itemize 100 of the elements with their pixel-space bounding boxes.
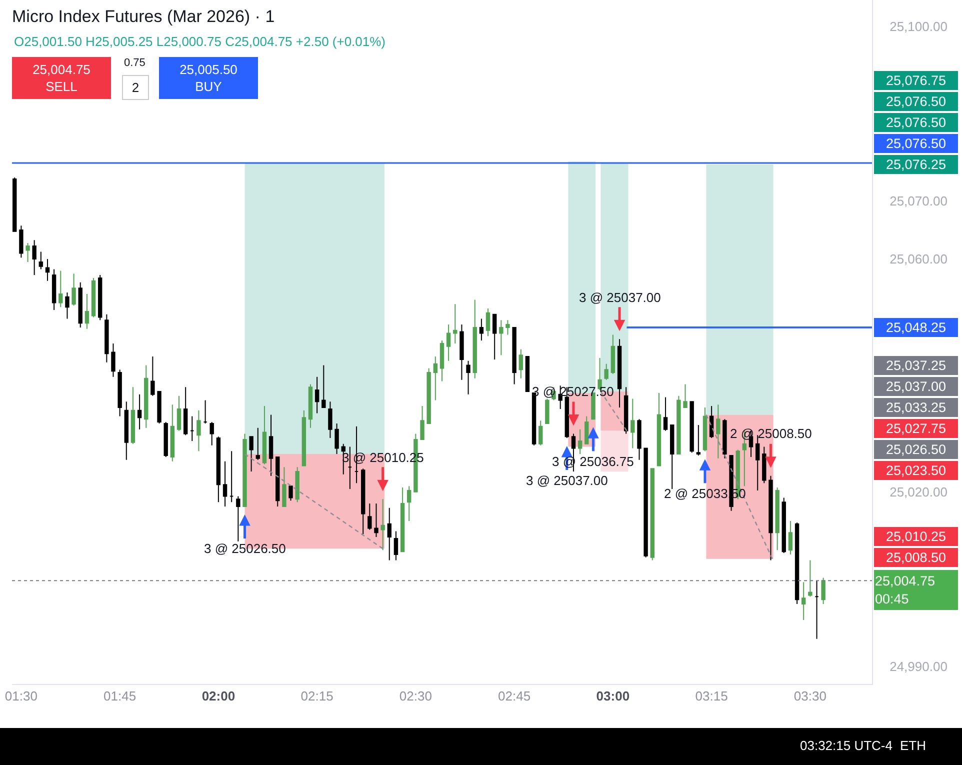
annotation: O25,001.50 H25,005.25 L25,000.75 C25,004.75 +2.50 (+0.01%) xyxy=(14,34,386,49)
candlestick xyxy=(222,460,228,507)
candlestick xyxy=(52,268,56,310)
candlestick xyxy=(610,334,616,375)
candlestick xyxy=(157,390,162,424)
candlestick xyxy=(775,487,780,551)
candlestick xyxy=(380,498,385,551)
text: 25,048.25 xyxy=(886,320,946,335)
candlestick xyxy=(676,395,681,455)
candlestick xyxy=(492,314,497,360)
x-tick-label: 02:15 xyxy=(300,688,334,704)
candlestick xyxy=(656,392,662,466)
text: 25,026.50 xyxy=(886,442,946,457)
text: 25,076.50 xyxy=(886,115,946,130)
candlestick xyxy=(288,486,293,502)
candlestick xyxy=(525,356,530,392)
candlestick xyxy=(690,401,694,454)
candlestick xyxy=(650,468,654,561)
candlestick xyxy=(150,356,155,396)
candlestick xyxy=(58,270,63,308)
candlestick xyxy=(236,496,240,542)
candlestick xyxy=(302,410,306,466)
candlestick xyxy=(472,299,477,379)
text: 25,033.25 xyxy=(886,400,946,415)
candlestick xyxy=(368,503,372,530)
candlestick xyxy=(137,394,142,430)
candlestick xyxy=(683,384,688,408)
candlestick xyxy=(256,427,260,460)
candlestick xyxy=(578,428,582,455)
y-tick-label: 25,100.00 xyxy=(890,18,948,34)
candlestick xyxy=(203,400,208,424)
candlestick xyxy=(144,364,148,428)
candlestick xyxy=(216,436,221,503)
candlestick xyxy=(104,314,109,363)
candlestick xyxy=(670,424,674,490)
candlestick xyxy=(124,401,129,460)
y-tick-label: 24,990.00 xyxy=(890,659,948,674)
candlestick xyxy=(821,577,826,604)
candlestick xyxy=(196,410,201,452)
candlestick xyxy=(328,401,332,439)
candlestick xyxy=(808,560,812,598)
candlestick xyxy=(183,386,188,436)
x-tick-label: 01:45 xyxy=(104,688,136,704)
candlestick xyxy=(762,446,766,484)
text: 25,008.50 xyxy=(886,550,946,565)
text: 25,027.75 xyxy=(886,421,946,436)
candlestick xyxy=(91,277,96,318)
text: 25,076.50 xyxy=(886,94,946,109)
candlestick xyxy=(190,416,194,442)
candlestick xyxy=(45,258,50,282)
candlestick xyxy=(164,422,168,458)
candlestick xyxy=(84,293,90,330)
candlestick xyxy=(387,507,392,561)
candlestick xyxy=(361,468,366,535)
candlestick xyxy=(604,363,608,380)
annotation: 25,004.75 SELL xyxy=(32,62,90,94)
candlestick xyxy=(262,406,267,465)
candlestick xyxy=(538,420,543,446)
candlestick xyxy=(276,456,280,507)
x-tick-label: 02:45 xyxy=(498,688,531,704)
annotation: 25,005.50 BUY xyxy=(180,62,238,94)
text: ETH xyxy=(900,738,926,753)
candlestick xyxy=(65,292,70,320)
text: 25,023.50 xyxy=(886,463,946,478)
candlestick xyxy=(374,503,378,538)
candlestick xyxy=(814,580,819,640)
candlestick xyxy=(460,324,464,380)
candlestick xyxy=(12,177,17,232)
annotation: 2 xyxy=(132,80,140,95)
y-tick-label: 25,060.00 xyxy=(890,252,948,267)
x-tick-label: 02:30 xyxy=(399,688,432,704)
candlestick xyxy=(716,404,720,459)
x-tick-label: 01:30 xyxy=(4,688,38,704)
candlestick xyxy=(334,423,339,455)
candlestick xyxy=(210,422,214,446)
candlestick xyxy=(282,466,286,507)
x-tick-label: 03:00 xyxy=(596,688,630,704)
candlestick xyxy=(617,338,622,408)
x-tick-label: 03:15 xyxy=(695,688,728,704)
text: 03:32:15 UTC-4 xyxy=(800,738,892,753)
text: 25,037.25 xyxy=(886,358,946,373)
candlestick xyxy=(268,414,274,476)
candlestick xyxy=(433,356,438,401)
text: 25,010.25 xyxy=(886,529,946,544)
candlestick xyxy=(72,273,76,306)
candlestick xyxy=(314,376,320,414)
candlestick xyxy=(440,340,444,382)
text: 25,076.75 xyxy=(886,73,946,88)
candlestick xyxy=(696,424,701,456)
candlestick xyxy=(19,225,24,258)
candlestick xyxy=(111,342,116,378)
candlestick xyxy=(295,466,300,503)
candlestick xyxy=(406,486,412,522)
candlestick xyxy=(788,520,793,555)
x-tick-label: 03:30 xyxy=(794,688,826,704)
annotation: 0.75 xyxy=(124,57,146,69)
candlestick xyxy=(663,396,668,432)
candlestick xyxy=(709,406,714,439)
candlestick xyxy=(130,386,136,444)
candlestick xyxy=(453,304,458,344)
